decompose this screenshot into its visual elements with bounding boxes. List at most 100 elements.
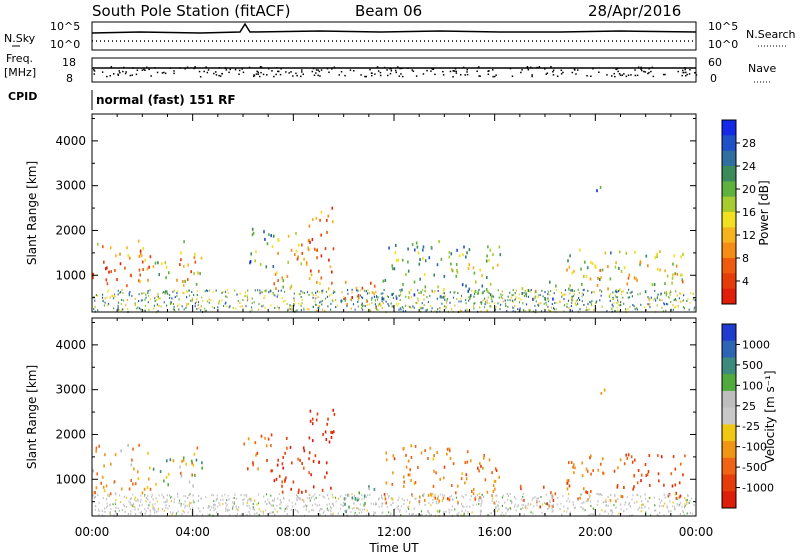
ground-scatter-cell — [258, 508, 260, 511]
ground-scatter-cell — [373, 511, 375, 514]
ground-scatter-cell — [276, 510, 278, 513]
echo-cell — [311, 422, 314, 426]
ground-scatter-cell — [689, 512, 691, 514]
echo-cell — [286, 436, 288, 440]
ground-scatter-cell — [552, 509, 554, 512]
beam-title: Beam 06 — [355, 2, 422, 20]
ground-scatter-cell — [263, 495, 265, 498]
nave-dot — [315, 69, 318, 71]
ground-scatter-cell — [200, 305, 202, 308]
ground-scatter-cell — [537, 497, 539, 500]
nave-dot — [390, 70, 393, 72]
ground-scatter-cell — [188, 294, 191, 297]
nave-dot — [123, 66, 125, 69]
x-axis-ticks: 00:00 04:00 08:00 12:00 16:00 20:00 00:00 — [75, 114, 713, 539]
echo-cell — [320, 276, 323, 280]
nave-dot — [364, 75, 366, 78]
echo-cell — [552, 499, 555, 502]
nave-dot — [530, 66, 532, 69]
ground-scatter-cell — [458, 511, 460, 514]
ground-scatter-cell — [117, 289, 119, 292]
nave-dot — [586, 75, 588, 77]
velocity-ylabel: Slant Range [km] — [25, 365, 39, 469]
echo-cell — [250, 252, 252, 256]
colorbar-tick-label: 20 — [742, 183, 756, 196]
nave-dot — [353, 70, 355, 72]
ground-scatter-cell — [293, 297, 295, 300]
ground-scatter-cell — [222, 291, 224, 293]
ground-scatter-cell — [264, 289, 266, 292]
ground-scatter-cell — [357, 507, 359, 510]
ground-scatter-cell — [361, 303, 363, 306]
ground-scatter-cell — [315, 303, 317, 306]
echo-cell — [291, 461, 293, 465]
ground-scatter-cell — [532, 512, 534, 515]
ground-scatter-cell — [274, 513, 276, 516]
echo-cell — [436, 451, 438, 454]
echo-cell — [356, 498, 359, 502]
ground-scatter-cell — [392, 502, 394, 504]
ground-scatter-cell — [449, 301, 451, 304]
echo-cell — [660, 455, 663, 459]
ground-scatter-cell — [399, 294, 401, 297]
ground-scatter-cell — [145, 510, 147, 513]
ground-scatter-cell — [196, 290, 198, 293]
ground-scatter-cell — [464, 309, 466, 312]
ground-scatter-cell — [115, 501, 117, 504]
echo-cell — [414, 481, 417, 484]
ground-scatter-cell — [563, 505, 565, 508]
nave-dot — [109, 75, 111, 77]
ground-scatter-cell — [190, 502, 192, 505]
ground-scatter-cell — [217, 306, 219, 309]
echo-cell — [678, 481, 681, 485]
ground-scatter-cell — [129, 502, 131, 505]
ground-scatter-cell — [218, 302, 220, 305]
ground-scatter-cell — [214, 503, 216, 506]
ground-scatter-cell — [149, 510, 151, 513]
echo-cell — [655, 253, 658, 257]
ground-scatter-cell — [335, 298, 337, 301]
ground-scatter-cell — [556, 302, 558, 304]
nave-dot — [430, 70, 432, 72]
ground-scatter-cell — [477, 292, 479, 295]
ground-scatter-cell — [218, 502, 220, 504]
ground-scatter-cell — [688, 502, 690, 505]
ground-scatter-cell — [659, 501, 662, 504]
ground-scatter-cell — [134, 506, 136, 509]
echo-cell — [414, 444, 417, 448]
ground-scatter-cell — [137, 499, 139, 502]
echo-cell — [590, 472, 592, 476]
echo-cell — [385, 481, 388, 485]
ground-scatter-cell — [247, 298, 249, 301]
echo-cell — [674, 467, 677, 471]
echo-cell — [364, 502, 366, 506]
ground-scatter-cell — [284, 510, 286, 513]
ground-scatter-cell — [643, 503, 645, 506]
ground-scatter-cell — [424, 504, 426, 506]
ground-scatter-cell — [472, 504, 474, 507]
ground-scatter-cell — [543, 302, 545, 305]
nave-dot — [520, 71, 522, 74]
echo-cell — [183, 264, 185, 268]
nave-dot — [255, 73, 258, 75]
ground-scatter-cell — [465, 299, 467, 302]
echo-cell — [300, 262, 303, 266]
ground-scatter-cell — [589, 301, 591, 304]
nave-dot — [379, 71, 382, 74]
ground-scatter-cell — [430, 513, 432, 516]
ground-scatter-cell — [666, 506, 668, 509]
ground-scatter-cell — [232, 306, 234, 309]
ground-scatter-cell — [311, 504, 313, 507]
ground-scatter-cell — [156, 303, 158, 306]
ground-scatter-cell — [362, 297, 364, 300]
ground-scatter-cell — [227, 509, 229, 512]
echo-cell — [185, 462, 187, 466]
echo-cell — [392, 471, 394, 475]
ground-scatter-cell — [137, 498, 139, 501]
echo-cell — [295, 231, 297, 235]
colorbar-tick-label: 1000 — [742, 338, 770, 351]
echo-cell — [659, 250, 661, 254]
nave-dot — [611, 75, 613, 77]
nave-dot — [636, 74, 639, 77]
echo-cell — [351, 496, 354, 500]
